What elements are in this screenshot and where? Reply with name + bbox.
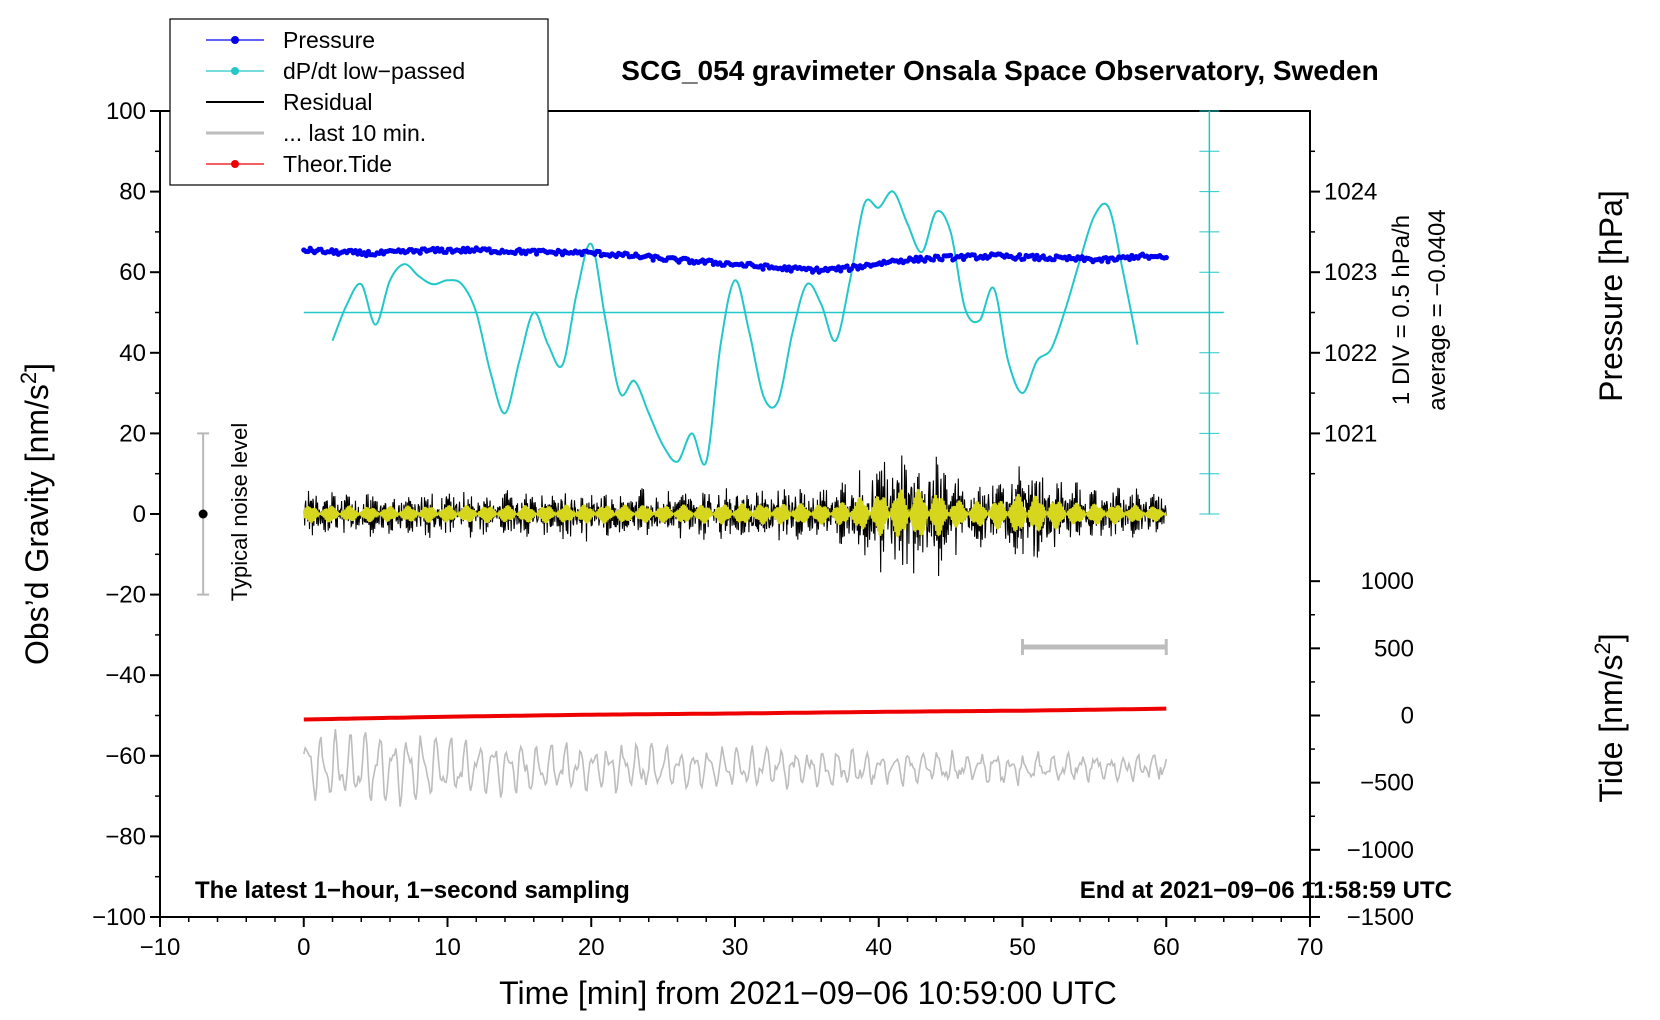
- y-left-tick-label: 0: [133, 501, 146, 528]
- series-residual-line: [303, 455, 1167, 577]
- pressure-tick-label: 1024: [1324, 179, 1377, 206]
- x-tick-label: 10: [434, 934, 461, 961]
- x-tick-label: 70: [1297, 934, 1324, 961]
- pressure-point: [417, 250, 423, 256]
- tide-tick-label: −500: [1360, 770, 1414, 797]
- pressure-point: [1017, 252, 1023, 258]
- pressure-point: [486, 246, 492, 252]
- y-left-tick-label: 20: [119, 420, 146, 447]
- pressure-point: [786, 264, 792, 270]
- series-last-10-min-line: [303, 729, 1168, 807]
- residual-smoothed-line: [303, 488, 1167, 538]
- legend-swatch-dot: [231, 160, 239, 168]
- series-theor-tide-line: [303, 706, 1167, 722]
- pressure-point: [915, 258, 921, 264]
- pressure-point: [1103, 255, 1109, 261]
- y-left-tick-label: 40: [119, 340, 146, 367]
- pressure-point: [835, 264, 842, 270]
- pressure-point: [971, 252, 977, 258]
- pressure-point: [363, 253, 369, 259]
- tide-tick-label: −1500: [1347, 904, 1414, 931]
- y-left-tick-label: 60: [119, 259, 146, 286]
- legend-entry-label: Residual: [283, 89, 373, 115]
- noise-level-label: Typical noise level: [227, 423, 252, 602]
- legend-entry-label: Pressure: [283, 27, 375, 53]
- pressure-point: [958, 252, 965, 258]
- pressure-point: [1163, 254, 1169, 261]
- tide-axis-label: Tide [nm/s2]: [1590, 633, 1629, 802]
- data-layer: [197, 190, 1169, 807]
- x-tick-label: −10: [140, 934, 181, 961]
- pressure-point: [1127, 256, 1133, 262]
- legend-entry-label: Theor.Tide: [283, 151, 392, 177]
- y-left-tick-label: −40: [105, 662, 146, 689]
- pressure-tick-label: 1023: [1324, 259, 1377, 286]
- pressure-point: [930, 257, 937, 263]
- tide-tick-label: −1000: [1347, 837, 1414, 864]
- legend-swatch-dot: [231, 36, 239, 44]
- legend-entry-label: dP/dt low−passed: [283, 58, 465, 84]
- pressure-point: [948, 252, 954, 258]
- dpdt-div-label: 1 DIV = 0.5 hPa/h: [1388, 215, 1415, 405]
- x-tick-label: 60: [1153, 934, 1180, 961]
- y-left-tick-label: −80: [105, 823, 146, 850]
- x-axis-label: Time [min] from 2021−09−06 10:59:00 UTC: [499, 975, 1117, 1011]
- x-tick-label: 50: [1009, 934, 1036, 961]
- axes-layer: −10 0 10 20 30 40 50 60 70−100−80−60−40−20020406…: [92, 98, 1414, 961]
- pressure-point: [1030, 252, 1036, 258]
- pressure-point: [1034, 252, 1040, 258]
- chart-title: SCG_054 gravimeter Onsala Space Observat…: [621, 55, 1378, 86]
- pressure-point: [1051, 257, 1057, 263]
- x-tick-label: 0: [297, 934, 310, 961]
- legend-entry-label: ... last 10 min.: [283, 120, 426, 146]
- pressure-point: [1032, 256, 1038, 262]
- tide-tick-label: 0: [1401, 703, 1414, 730]
- y-left-tick-label: −20: [105, 582, 146, 609]
- y-left-tick-label: −60: [105, 743, 146, 770]
- pressure-point: [596, 248, 602, 255]
- end-time-note: End at 2021−09−06 11:58:59 UTC: [1080, 877, 1452, 904]
- sampling-note: The latest 1−hour, 1−second sampling: [195, 877, 630, 904]
- pressure-point: [913, 254, 919, 260]
- pressure-point: [939, 257, 945, 263]
- dpdt-average-label: average = −0.0404: [1424, 209, 1451, 411]
- tide-tick-label: 1000: [1361, 568, 1414, 595]
- pressure-tick-label: 1022: [1324, 340, 1377, 367]
- noise-level-center-dot: [198, 509, 208, 519]
- x-tick-label: 40: [865, 934, 892, 961]
- x-tick-label: 20: [578, 934, 605, 961]
- pressure-point: [708, 257, 714, 264]
- pressure-point: [760, 266, 766, 272]
- pressure-tick-label: 1021: [1324, 420, 1377, 447]
- y-left-tick-label: 100: [106, 98, 146, 125]
- legend: Pressure dP/dt low−passed Residual ... last…: [169, 18, 549, 186]
- y-left-tick-label: 80: [119, 179, 146, 206]
- tide-tick-label: 500: [1374, 635, 1414, 662]
- pressure-point: [814, 265, 820, 271]
- y-left-tick-label: −100: [92, 904, 146, 931]
- y-axis-left-label: Obs’d Gravity [nm/s2]: [16, 363, 55, 665]
- legend-swatch-dot: [231, 67, 239, 75]
- x-tick-label: 30: [722, 934, 749, 961]
- series-dpdt-line: [331, 190, 1139, 466]
- pressure-point: [650, 257, 656, 263]
- pressure-axis-label: Pressure [hPa]: [1593, 190, 1629, 402]
- pressure-point: [911, 258, 917, 264]
- pressure-point: [531, 247, 538, 253]
- pressure-point: [844, 263, 850, 269]
